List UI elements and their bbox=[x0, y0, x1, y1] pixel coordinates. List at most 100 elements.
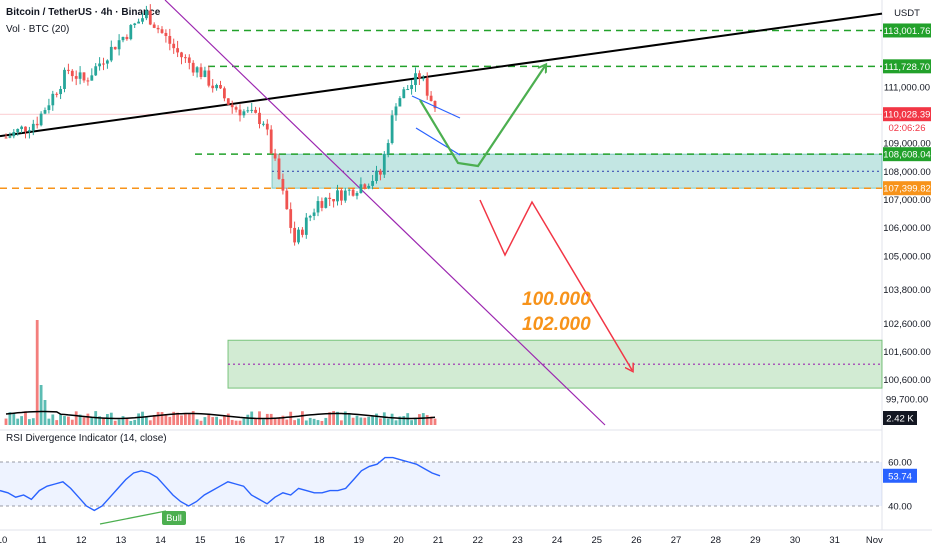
candle-body bbox=[406, 89, 410, 91]
bull-badge bbox=[162, 511, 186, 525]
volume-bar bbox=[141, 411, 144, 425]
volume-bar bbox=[343, 411, 347, 425]
bearish-arrow bbox=[479, 199, 632, 370]
volume-bar bbox=[148, 420, 152, 425]
volume-bar bbox=[273, 417, 277, 425]
price-badge-label: 113,001.76 bbox=[884, 26, 931, 37]
candle-body bbox=[59, 88, 62, 95]
candle-body bbox=[340, 190, 343, 201]
time-tick-label: 11 bbox=[37, 535, 47, 546]
volume-bar bbox=[63, 416, 66, 425]
time-tick-label: 12 bbox=[76, 535, 87, 546]
volume-bar bbox=[4, 418, 8, 425]
candle-body bbox=[129, 25, 133, 40]
price-scale-label: 101,600.00 bbox=[883, 347, 931, 358]
volume-bar bbox=[8, 412, 12, 425]
candle-body bbox=[82, 72, 86, 81]
volume-bar bbox=[121, 416, 125, 425]
candle-body bbox=[234, 107, 238, 110]
candle-body bbox=[31, 123, 35, 131]
candle-body bbox=[90, 75, 94, 81]
volume-bar bbox=[152, 414, 156, 425]
volume-bar bbox=[207, 413, 211, 425]
candle-body bbox=[102, 63, 105, 65]
price-scale-label: 99,700.00 bbox=[886, 395, 928, 406]
candle-body bbox=[106, 60, 109, 64]
volume-bar bbox=[82, 417, 86, 425]
candle-body bbox=[109, 46, 113, 61]
candle-body bbox=[94, 66, 98, 76]
time-tick-label: 22 bbox=[473, 535, 484, 546]
candle-body bbox=[172, 43, 176, 49]
candle-body bbox=[394, 106, 398, 116]
volume-bar bbox=[418, 414, 421, 425]
bull-badge-label: Bull bbox=[166, 513, 182, 524]
volume-bar bbox=[172, 411, 176, 425]
time-tick-label: 15 bbox=[195, 535, 206, 546]
time-tick-label: 31 bbox=[829, 535, 840, 546]
candle-body bbox=[324, 197, 328, 208]
volume-bar bbox=[425, 415, 429, 425]
candle-body bbox=[246, 110, 250, 112]
candle-body bbox=[113, 46, 117, 50]
candle-body bbox=[230, 104, 234, 108]
rsi-band bbox=[0, 462, 882, 506]
countdown-label: 02:06:26 bbox=[889, 123, 926, 134]
candle-body bbox=[16, 128, 20, 133]
time-tick-label: 30 bbox=[790, 535, 801, 546]
volume-bar bbox=[285, 419, 289, 425]
volume-bar bbox=[246, 414, 250, 425]
rsi-value-label: 53.74 bbox=[888, 471, 912, 482]
candle-body bbox=[281, 178, 285, 191]
volume-bar bbox=[386, 418, 390, 425]
target-label-top: 100.000 bbox=[522, 289, 591, 310]
candle-body bbox=[258, 112, 261, 125]
candle-body bbox=[145, 10, 148, 19]
price-scale-label: 111,000.00 bbox=[884, 82, 930, 93]
candle-body bbox=[12, 132, 16, 137]
volume-bar bbox=[410, 420, 413, 425]
volume-bar bbox=[184, 413, 187, 425]
volume-bar bbox=[219, 419, 222, 425]
volume-bar bbox=[78, 414, 82, 425]
volume-bar bbox=[98, 416, 101, 425]
currency-label: USDT bbox=[894, 8, 920, 19]
time-tick-label: Nov bbox=[866, 535, 883, 546]
time-tick-label: 29 bbox=[750, 535, 761, 546]
candle-body bbox=[215, 85, 218, 89]
time-tick-label: 16 bbox=[235, 535, 246, 546]
candle-body bbox=[355, 193, 359, 196]
candle-body bbox=[47, 105, 51, 111]
price-badge-label: 110,028.39 bbox=[884, 110, 931, 121]
volume-badge-label: 2.42 K bbox=[886, 414, 914, 425]
volume-bar bbox=[117, 419, 121, 425]
candle-body bbox=[421, 78, 425, 80]
volume-bar bbox=[242, 418, 246, 425]
price-scale-label: 109,000.00 bbox=[883, 139, 931, 150]
rsi-scale-label: 40.00 bbox=[888, 502, 912, 513]
volume-bar bbox=[12, 413, 16, 425]
candle-body bbox=[148, 10, 152, 25]
candle-body bbox=[86, 80, 90, 82]
volume-bar bbox=[176, 412, 179, 425]
volume-bar bbox=[102, 418, 105, 425]
volume-bar bbox=[125, 418, 129, 425]
volume-bar bbox=[59, 414, 62, 425]
volume-bar bbox=[367, 416, 371, 425]
volume-bar bbox=[67, 416, 70, 425]
volume-bar bbox=[301, 411, 304, 425]
volume-bar bbox=[199, 420, 203, 425]
time-tick-label: 20 bbox=[393, 535, 404, 546]
volume-bar bbox=[90, 417, 94, 425]
volume-bar bbox=[332, 411, 335, 425]
target-label-bottom: 102.000 bbox=[522, 314, 591, 335]
volume-bar bbox=[347, 413, 351, 425]
candle-body bbox=[4, 137, 8, 139]
candle-body bbox=[293, 227, 296, 243]
volume-bar bbox=[269, 413, 273, 425]
candle-body bbox=[43, 110, 47, 114]
candle-body bbox=[336, 190, 339, 202]
volume-bar bbox=[51, 414, 55, 425]
candle-body bbox=[180, 52, 183, 58]
